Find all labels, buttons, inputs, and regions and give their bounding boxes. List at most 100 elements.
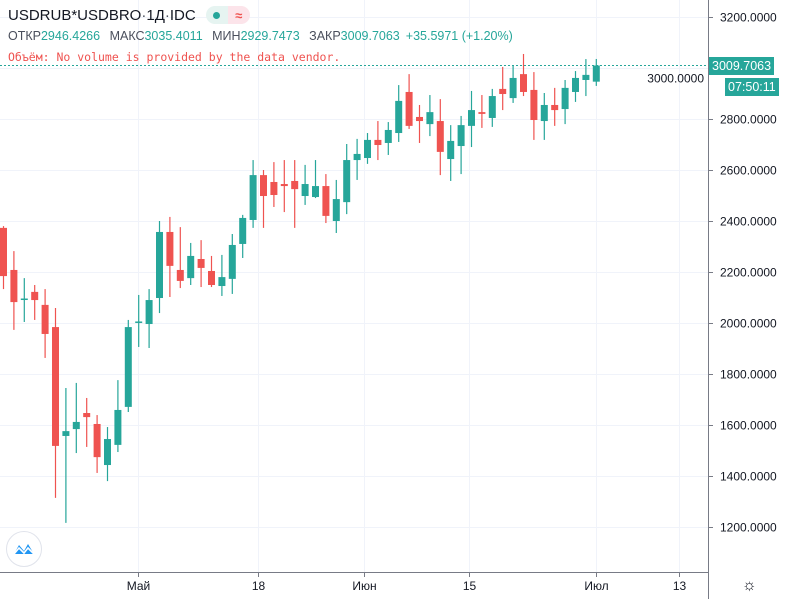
interval: 1Д <box>146 6 165 24</box>
price-tick-label: 1800.0000 <box>720 368 777 382</box>
candle-up <box>572 77 579 92</box>
candle-up <box>124 327 132 407</box>
candle-up <box>468 110 475 126</box>
data-source: IDC <box>169 6 196 24</box>
candle-up <box>457 125 465 147</box>
last-price-label: 3009.7063 <box>709 57 775 75</box>
candle-up <box>20 298 28 301</box>
price-tick-label: 2400.0000 <box>720 215 777 229</box>
candle-down <box>478 112 486 114</box>
candle-up <box>249 175 257 220</box>
candle-up <box>332 199 340 221</box>
candle-up <box>582 74 590 80</box>
separator: · <box>141 6 147 24</box>
price-tick-label: 2200.0000 <box>720 266 777 280</box>
candle-up <box>104 439 111 466</box>
candle-up <box>426 112 434 125</box>
high-label: МАКС <box>109 29 145 43</box>
time-axis[interactable]: Май 18 Июн 15 Июл 13 <box>127 572 687 593</box>
legend: USDRUB*USDBRO · 1Д · IDC ≈ ОТКР2946.4266… <box>8 5 519 64</box>
price-tick-label: 2600.0000 <box>720 164 777 178</box>
candle-down <box>41 304 49 334</box>
grid <box>0 0 708 572</box>
candle-up <box>228 244 236 279</box>
candle-up <box>592 65 600 82</box>
candle-down <box>83 413 91 418</box>
candle-down <box>93 423 101 458</box>
candle-down <box>176 269 184 281</box>
candle-down <box>551 104 559 111</box>
candle-down <box>280 184 288 187</box>
price-tick-label: 1600.0000 <box>720 419 777 433</box>
time-tick-label: 15 <box>463 579 477 593</box>
candle-down <box>0 227 7 277</box>
candle-up <box>301 184 309 197</box>
symbol-name: USDRUB*USDBRO <box>8 6 142 24</box>
low-label: МИН <box>212 29 241 43</box>
open-label: ОТКР <box>8 29 41 43</box>
symbol-title[interactable]: USDRUB*USDBRO · 1Д · IDC ≈ <box>8 5 519 25</box>
candle-down <box>291 180 299 190</box>
candle-up <box>364 139 371 159</box>
candle-up <box>187 255 195 279</box>
candle-up <box>135 321 143 323</box>
candle-down <box>270 181 278 195</box>
candle-down <box>374 139 382 146</box>
gear-icon[interactable]: ☼ <box>742 577 757 594</box>
time-tick-label: Июл <box>584 579 608 593</box>
time-tick-label: 18 <box>252 579 266 593</box>
candle-down <box>322 186 330 216</box>
candle-up <box>447 140 455 160</box>
candle-up <box>239 217 247 244</box>
candle-up <box>218 277 226 287</box>
candle-up <box>353 153 361 161</box>
price-tick-label: 1400.0000 <box>720 470 777 484</box>
logo-icon <box>13 544 35 555</box>
separator: · <box>164 6 170 24</box>
candle-up <box>509 77 517 99</box>
candle-up <box>156 231 163 299</box>
candle-down <box>52 327 59 446</box>
candle-down <box>416 116 423 122</box>
candle-down <box>530 89 538 121</box>
candle-down <box>405 91 413 126</box>
candle-up <box>72 421 80 430</box>
price-axis[interactable]: 3200.0000 3000.0000 2800.0000 2600.0000 2400… <box>647 11 777 535</box>
candle-up <box>488 96 496 118</box>
price-tick-label: 2800.0000 <box>720 113 777 127</box>
open-value: 2946.4266 <box>40 29 101 43</box>
candle-down <box>197 258 205 268</box>
candle-down <box>436 121 444 152</box>
close-value: 3009.7063 <box>340 29 400 43</box>
time-tick-label: 13 <box>673 579 687 593</box>
candle-down <box>499 88 507 95</box>
price-tick-label: 1200.0000 <box>720 521 777 535</box>
candle-up <box>62 431 70 436</box>
tradingview-logo[interactable] <box>6 531 42 567</box>
candle-up <box>145 300 153 325</box>
candle-up <box>384 129 392 143</box>
candles <box>0 53 600 523</box>
low-value: 2929.7473 <box>240 29 300 43</box>
time-tick-label: Июн <box>352 579 376 593</box>
candle-down <box>10 269 18 303</box>
status-badge[interactable]: ≈ <box>205 6 250 24</box>
candle-down <box>166 231 174 266</box>
market-open-dot-icon <box>205 6 228 24</box>
candle-up <box>395 100 403 134</box>
bar-countdown: 07:50:11 <box>725 78 779 96</box>
price-tick-label: 2000.0000 <box>720 317 777 331</box>
candle-up <box>343 160 351 203</box>
change-value: +35.5971 (+1.20%) <box>405 29 513 43</box>
price-tick-label: 3200.0000 <box>720 11 777 25</box>
close-label: ЗАКР <box>309 29 341 43</box>
delayed-data-wave-icon: ≈ <box>227 6 250 24</box>
candle-down <box>208 270 215 286</box>
candle-up <box>540 104 548 122</box>
candle-down <box>520 74 527 92</box>
candle-down <box>260 175 267 197</box>
price-tick-label: 3000.0000 <box>647 72 704 86</box>
candle-down <box>31 291 39 301</box>
candle-up <box>561 87 569 110</box>
